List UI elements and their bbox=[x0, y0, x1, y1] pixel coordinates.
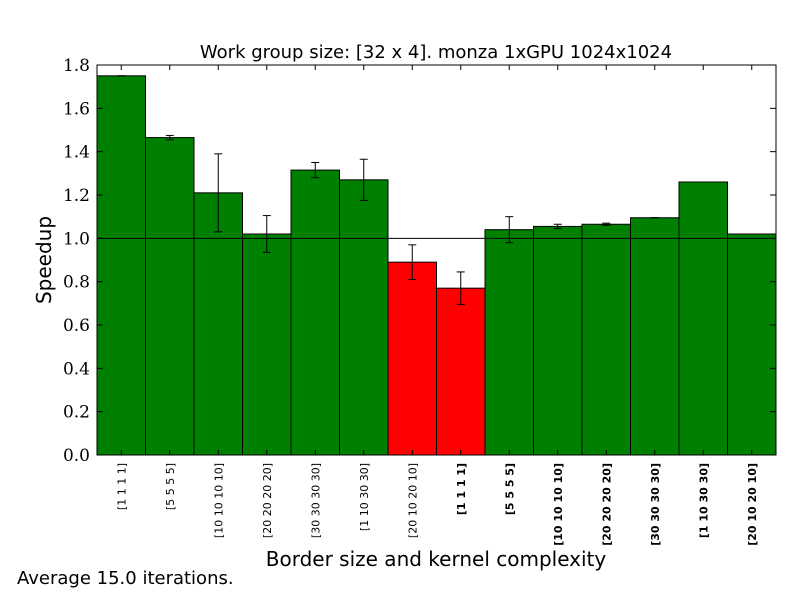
footnote: Average 15.0 iterations. bbox=[17, 568, 234, 589]
x-tick-label-12: [30 30 30 30] bbox=[649, 463, 662, 546]
x-tick-label-13: [1 10 30 30] bbox=[697, 463, 710, 538]
error-bar-10 bbox=[553, 223, 562, 230]
y-tick-label-8: 1.4 bbox=[63, 143, 90, 163]
error-bar-6 bbox=[359, 158, 368, 201]
x-tick-label-2: [5 5 5 5] bbox=[164, 463, 177, 510]
errorbars-layer bbox=[117, 75, 756, 305]
error-bar-11 bbox=[602, 222, 611, 226]
y-tick-label-4: 0.6 bbox=[63, 316, 90, 336]
y-tick-label-5: 0.8 bbox=[63, 273, 90, 293]
y-axis-label: Speedup bbox=[32, 216, 56, 304]
bar-2 bbox=[145, 137, 195, 456]
y-tick-label-3: 0.4 bbox=[63, 359, 90, 379]
x-tick-label-14: [20 10 20 10] bbox=[746, 463, 759, 546]
x-tick-label-4: [20 20 20 20] bbox=[261, 463, 274, 538]
bars-layer bbox=[96, 75, 777, 456]
bar-7 bbox=[387, 261, 437, 456]
x-tick-label-3: [10 10 10 10] bbox=[212, 463, 225, 538]
plot-frame bbox=[96, 64, 777, 456]
x-tick-label-7: [20 10 20 10] bbox=[406, 463, 419, 538]
bar-11 bbox=[581, 223, 631, 456]
y-tick-label-6: 1.0 bbox=[63, 229, 90, 249]
bar-12 bbox=[630, 217, 680, 456]
bar-5 bbox=[290, 169, 340, 456]
chart-title: Work group size: [32 x 4]. monza 1xGPU 1… bbox=[200, 42, 672, 63]
y-axis-ticks: 0.0 0.2 0.4 0.6 0.8 1.0 1.2 1.4 1.6 1.8 bbox=[63, 56, 776, 466]
x-tick-label-5: [30 30 30 30] bbox=[309, 463, 322, 538]
x-tick-label-11: [20 20 20 20] bbox=[600, 463, 613, 546]
bar-4 bbox=[242, 233, 292, 456]
bar-14 bbox=[727, 233, 777, 456]
x-tick-label-8: [1 1 1 1] bbox=[455, 463, 468, 515]
x-axis-ticks: [1 1 1 1] [5 5 5 5] [10 10 10 10] [20 20 20… bbox=[115, 65, 759, 546]
y-tick-label-9: 1.6 bbox=[63, 99, 90, 119]
error-bar-7 bbox=[408, 244, 417, 280]
error-bar-8 bbox=[456, 271, 465, 305]
error-bar-3 bbox=[214, 153, 223, 233]
error-bar-4 bbox=[262, 215, 271, 253]
bar-1 bbox=[96, 75, 146, 456]
y-tick-label-10: 1.8 bbox=[63, 56, 90, 76]
x-axis-label: Border size and kernel complexity bbox=[266, 547, 607, 571]
y-tick-label-2: 0.2 bbox=[63, 403, 90, 423]
y-tick-label-7: 1.2 bbox=[63, 186, 90, 206]
bar-10 bbox=[533, 225, 583, 456]
error-bar-5 bbox=[311, 162, 320, 179]
error-bar-2 bbox=[165, 134, 174, 141]
x-tick-label-6: [1 10 30 30] bbox=[358, 463, 371, 531]
x-tick-label-9: [5 5 5 5] bbox=[503, 463, 516, 515]
y-tick-label-1: 0.0 bbox=[63, 446, 90, 466]
bar-3 bbox=[193, 192, 243, 456]
x-tick-label-10: [10 10 10 10] bbox=[552, 463, 565, 546]
bar-9 bbox=[484, 229, 534, 456]
bar-13 bbox=[678, 181, 728, 456]
x-tick-label-1: [1 1 1 1] bbox=[115, 463, 128, 510]
bar-8 bbox=[436, 287, 486, 456]
bar-6 bbox=[339, 179, 389, 456]
